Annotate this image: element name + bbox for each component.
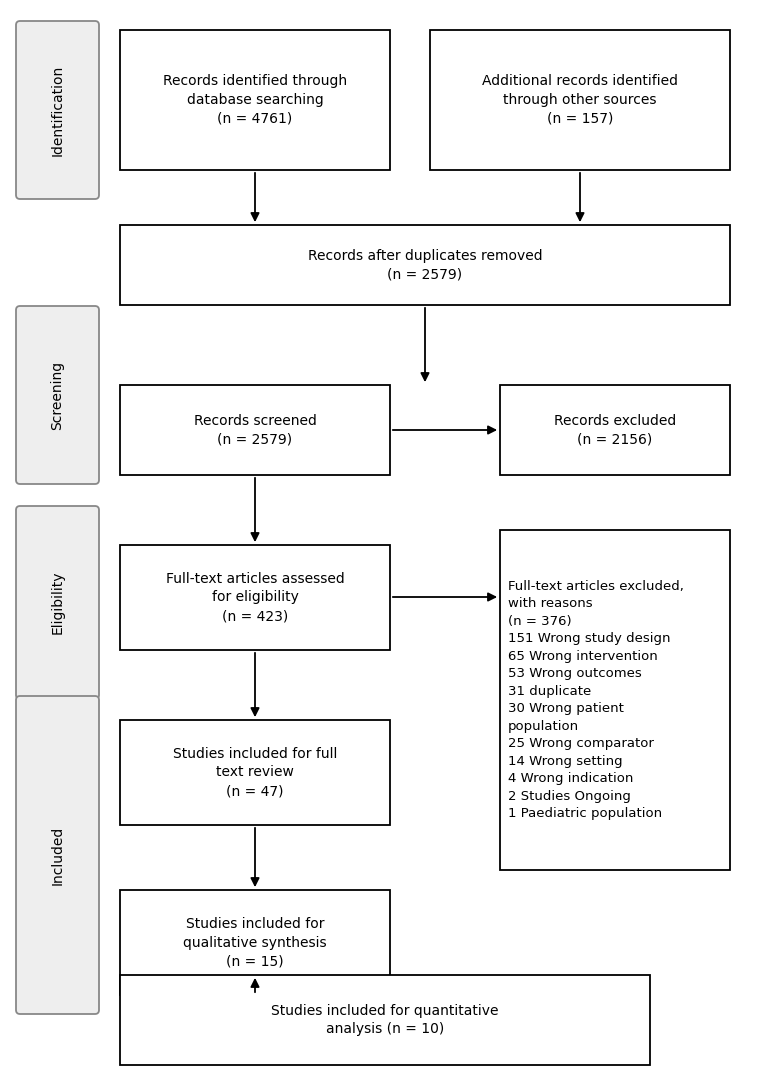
Bar [120,385,390,475]
Text: Studies included for quantitative
analysis (n = 10): Studies included for quantitative analys… [271,1003,499,1037]
Text: Full-text articles assessed
for eligibility
(n = 423): Full-text articles assessed for eligibil… [166,572,344,624]
Bar [120,975,650,1065]
Bar [120,890,390,995]
Bar [120,30,390,170]
Bar [120,226,730,305]
Text: Additional records identified
through other sources
(n = 157): Additional records identified through ot… [482,74,678,126]
Text: Included: Included [50,825,64,885]
Bar [500,385,730,475]
Bar [430,30,730,170]
Text: Studies included for full
text review
(n = 47): Studies included for full text review (n… [173,747,337,798]
Text: Full-text articles excluded,
with reasons
(n = 376)
151 Wrong study design
65 Wr: Full-text articles excluded, with reason… [508,579,684,820]
Text: Records excluded
(n = 2156): Records excluded (n = 2156) [554,413,676,447]
FancyBboxPatch shape [16,306,99,484]
Text: Records identified through
database searching
(n = 4761): Records identified through database sear… [163,74,347,126]
Bar [120,545,390,650]
Text: Eligibility: Eligibility [50,571,64,634]
Text: Identification: Identification [50,65,64,155]
Bar [500,530,730,870]
Bar [120,720,390,825]
Text: Records screened
(n = 2579): Records screened (n = 2579) [194,413,316,447]
FancyBboxPatch shape [16,21,99,199]
FancyBboxPatch shape [16,696,99,1014]
Text: Records after duplicates removed
(n = 2579): Records after duplicates removed (n = 25… [308,248,542,282]
Text: Studies included for
qualitative synthesis
(n = 15): Studies included for qualitative synthes… [183,916,327,969]
FancyBboxPatch shape [16,506,99,699]
Text: Screening: Screening [50,360,64,429]
